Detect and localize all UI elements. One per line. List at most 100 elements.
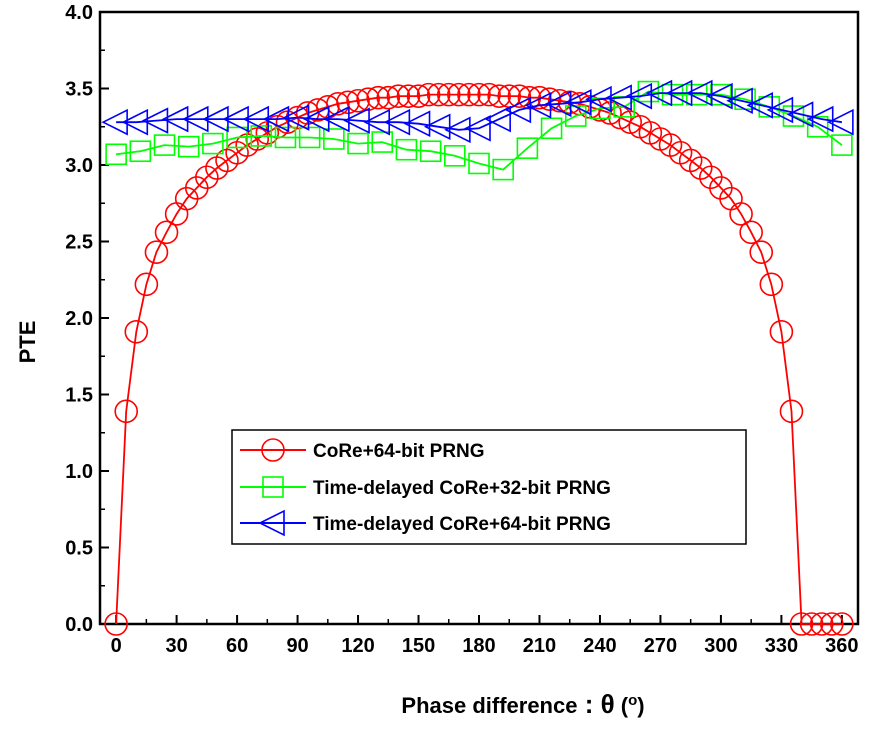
x-axis-title-close: ) bbox=[637, 693, 644, 718]
data-point bbox=[153, 134, 176, 156]
data-point bbox=[746, 92, 774, 119]
y-tick-label: 1.5 bbox=[65, 385, 93, 407]
data-point bbox=[222, 105, 249, 133]
x-tick-label: 360 bbox=[825, 635, 858, 657]
data-point bbox=[726, 87, 753, 115]
data-point bbox=[729, 202, 753, 226]
data-point bbox=[101, 108, 128, 136]
data-point bbox=[423, 113, 451, 141]
data-point bbox=[144, 240, 169, 265]
x-axis-title-main: Phase difference bbox=[401, 693, 577, 718]
x-tick-label: 210 bbox=[523, 635, 556, 657]
data-point bbox=[799, 612, 824, 636]
data-point bbox=[749, 240, 774, 265]
data-point bbox=[386, 84, 411, 108]
x-tick-label: 270 bbox=[644, 635, 677, 657]
data-point bbox=[363, 108, 391, 136]
data-point bbox=[786, 101, 814, 128]
data-point bbox=[618, 110, 642, 134]
legend: CoRe+64-bit PRNG Time-delayed CoRe+32-bit… bbox=[231, 429, 747, 545]
x-tick-label: 30 bbox=[165, 635, 187, 657]
data-point bbox=[366, 85, 391, 110]
y-tick-label: 0.5 bbox=[65, 538, 93, 560]
data-point bbox=[831, 134, 853, 156]
y-tick-label: 4.0 bbox=[65, 2, 93, 24]
series-core-64-bit-prng bbox=[104, 82, 854, 636]
y-tick-label: 0.0 bbox=[65, 614, 93, 636]
data-point bbox=[516, 137, 539, 159]
y-tick-label: 3.0 bbox=[65, 155, 93, 177]
data-point bbox=[789, 612, 814, 636]
data-point bbox=[637, 80, 660, 103]
data-point bbox=[444, 145, 466, 167]
data-point bbox=[806, 115, 829, 138]
data-point bbox=[129, 140, 152, 163]
data-point bbox=[565, 88, 592, 116]
data-point bbox=[419, 140, 442, 163]
data-point bbox=[806, 105, 834, 133]
data-point bbox=[827, 108, 854, 136]
data-point bbox=[779, 399, 804, 424]
data-point bbox=[484, 105, 511, 133]
data-point bbox=[181, 105, 209, 133]
y-tick-label: 1.0 bbox=[65, 461, 93, 483]
series-time-delayed-core-32-bit-prng bbox=[105, 80, 853, 181]
data-point bbox=[467, 82, 491, 107]
data-point bbox=[406, 84, 431, 108]
legend-marker bbox=[262, 476, 284, 498]
data-point bbox=[661, 83, 684, 106]
data-point bbox=[396, 84, 421, 108]
data-point bbox=[819, 612, 844, 636]
data-point bbox=[706, 82, 733, 110]
x-tick-label: 240 bbox=[583, 635, 616, 657]
data-point bbox=[436, 82, 461, 107]
data-point bbox=[766, 96, 794, 124]
x-tick-label: 0 bbox=[111, 635, 122, 657]
data-point bbox=[336, 90, 360, 115]
series-line bbox=[115, 90, 843, 171]
data-point bbox=[504, 96, 532, 124]
data-point bbox=[464, 114, 491, 142]
data-point bbox=[275, 110, 300, 134]
legend-entry: Time-delayed CoRe+64-bit PRNG bbox=[240, 509, 611, 537]
data-point bbox=[154, 220, 179, 245]
x-tick-label: 60 bbox=[226, 635, 248, 657]
data-point bbox=[346, 88, 370, 113]
legend-entries: CoRe+64-bit PRNG Time-delayed CoRe+32-bit… bbox=[240, 438, 611, 537]
x-tick-label: 180 bbox=[462, 635, 495, 657]
data-point bbox=[356, 87, 380, 112]
data-point bbox=[758, 96, 781, 118]
data-point bbox=[371, 131, 394, 153]
x-axis-title-degree: o bbox=[628, 692, 637, 709]
data-point bbox=[298, 126, 321, 149]
data-point bbox=[759, 272, 784, 297]
data-point bbox=[347, 132, 369, 155]
data-point bbox=[769, 319, 794, 344]
data-point bbox=[274, 126, 297, 149]
data-point bbox=[492, 158, 514, 181]
data-point bbox=[426, 82, 451, 107]
data-point bbox=[124, 319, 149, 344]
legend-label: Time-delayed CoRe+64-bit PRNG bbox=[313, 514, 611, 535]
series-line bbox=[115, 93, 842, 625]
x-tick-label: 150 bbox=[402, 635, 435, 657]
y-tick-label: 3.5 bbox=[65, 79, 93, 101]
data-point bbox=[625, 82, 653, 110]
data-point bbox=[134, 272, 159, 297]
tick-labels: 0 30 60 90 120 150 180 210 240 270 300 330 360 0.0 0.5… bbox=[65, 2, 858, 657]
data-point bbox=[830, 612, 854, 636]
x-axis-title-open: ( bbox=[615, 693, 629, 718]
data-point bbox=[685, 79, 713, 107]
axis-ticks bbox=[100, 11, 843, 625]
data-point bbox=[468, 152, 490, 175]
data-point bbox=[326, 92, 350, 116]
data-point bbox=[477, 82, 501, 107]
legend-label: CoRe+64-bit PRNG bbox=[313, 441, 485, 462]
data-point bbox=[487, 84, 511, 108]
series-layer bbox=[101, 79, 854, 636]
x-axis-title: Phase difference : θ (o) bbox=[401, 689, 644, 719]
y-axis-title: PTE bbox=[15, 321, 40, 364]
legend-entry: CoRe+64-bit PRNG bbox=[240, 438, 485, 462]
data-point bbox=[105, 143, 127, 166]
